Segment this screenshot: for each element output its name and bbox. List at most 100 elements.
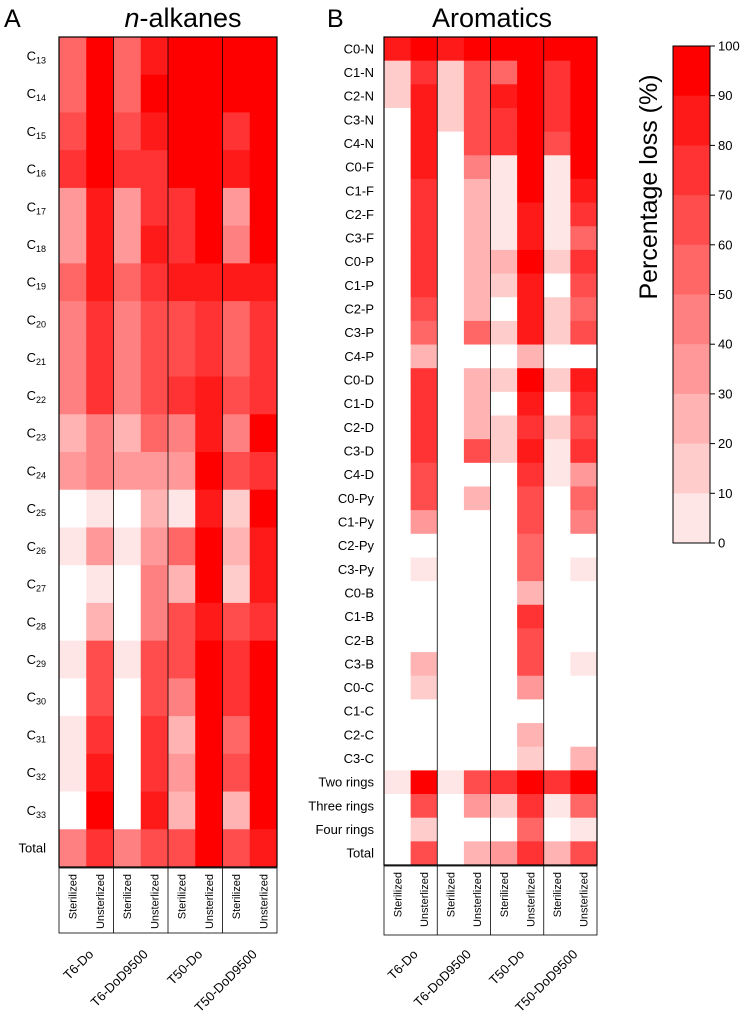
heatmap-cell [437, 273, 465, 298]
heatmap-cell [195, 414, 223, 453]
heatmap-cell [490, 60, 518, 85]
heatmap-cell [463, 155, 492, 180]
heatmap-cell [517, 557, 545, 582]
heatmap-cell [570, 297, 598, 322]
heatmap-cell [543, 37, 571, 62]
heatmap-cell [490, 391, 518, 417]
heatmap-cell [140, 74, 169, 113]
heatmap-cell [249, 74, 278, 113]
row-label-base: C [27, 48, 36, 63]
heatmap-cell [437, 652, 465, 677]
heatmap-cell [195, 452, 223, 491]
heatmap-cell [140, 37, 169, 76]
heatmap-cell [168, 452, 196, 491]
row-label-subscript: 32 [36, 772, 46, 782]
heatmap-cell [384, 131, 412, 156]
heatmap-cell [140, 640, 169, 679]
heatmap-cell [410, 415, 438, 440]
heatmap-cell [168, 791, 196, 830]
heatmap-cell [543, 249, 571, 275]
row-label-base: C [27, 690, 36, 705]
heatmap-cell [195, 640, 223, 679]
group-label: T6-Do [385, 947, 421, 983]
heatmap-cell [222, 640, 251, 679]
heatmap-cell [249, 678, 278, 717]
heatmap-cell [570, 84, 598, 109]
panel-a: A n-alkanes C13C14C15C16C17C18C19C20C21C… [4, 3, 278, 1015]
heatmap-cell [517, 794, 545, 819]
row-label: C20 [27, 312, 46, 329]
heatmap-cell [222, 376, 251, 415]
heatmap-cell [410, 178, 438, 204]
row-label: C1-C [344, 704, 374, 719]
heatmap-cell [59, 753, 87, 793]
heatmap-cell [463, 794, 492, 819]
heatmap-cell [543, 581, 571, 606]
heatmap-cell [570, 746, 598, 771]
heatmap-cell [490, 581, 518, 606]
heatmap-cell [222, 301, 251, 340]
heatmap-cell [59, 829, 87, 868]
heatmap-cell [490, 84, 518, 109]
heatmap-cell [410, 652, 438, 677]
heatmap-cell [113, 150, 142, 189]
heatmap-cell [463, 60, 492, 85]
heatmap-cell [437, 60, 465, 85]
heatmap-cell [140, 187, 169, 227]
heatmap-cell [437, 155, 465, 180]
legend-swatch [673, 46, 710, 97]
panel-a-letter: A [4, 5, 21, 33]
row-label-base: C [27, 124, 36, 139]
heatmap-cell [59, 678, 87, 717]
row-label-base: C1-P [344, 278, 374, 293]
row-label: C28 [27, 614, 46, 631]
heatmap-cell [222, 829, 251, 868]
row-label: Total [347, 846, 375, 861]
heatmap-cell [490, 178, 518, 204]
heatmap-cell [222, 338, 251, 378]
heatmap-cell [168, 376, 196, 415]
heatmap-cell [410, 770, 438, 795]
heatmap-cell [59, 225, 87, 264]
panel-b-title: Aromatics [432, 3, 552, 33]
panel-b-letter: B [327, 5, 344, 33]
heatmap-cell [570, 415, 598, 440]
row-label-base: C0-F [345, 160, 374, 175]
legend-tick-label: 10 [718, 486, 732, 501]
heatmap-cell [59, 74, 87, 113]
row-label-base: C [27, 86, 36, 101]
heatmap-cell [140, 376, 169, 415]
heatmap-cell [410, 320, 438, 346]
heatmap-cell [384, 344, 412, 369]
heatmap-cell [463, 604, 492, 629]
heatmap-cell [543, 770, 571, 795]
column-label: Unsterlized [419, 872, 431, 927]
row-label-base: C3-F [345, 231, 374, 246]
heatmap-cell [113, 565, 142, 604]
heatmap-cell [59, 37, 87, 76]
row-label: C29 [27, 652, 46, 669]
row-label-base: C [27, 312, 36, 327]
heatmap-cell [490, 297, 518, 322]
heatmap-cell [570, 368, 598, 393]
heatmap-cell [86, 527, 114, 566]
heatmap-cell [570, 841, 598, 866]
heatmap-cell [570, 557, 598, 582]
row-label: C24 [27, 463, 46, 480]
row-label-base: C1-N [344, 65, 374, 80]
heatmap-cell [543, 628, 571, 653]
heatmap-cell [86, 716, 114, 755]
heatmap-cell [59, 791, 87, 830]
row-label-subscript: 16 [36, 169, 46, 179]
row-label-subscript: 26 [36, 546, 46, 556]
heatmap-cell [140, 263, 169, 302]
heatmap-cell [410, 155, 438, 180]
heatmap-cell [59, 489, 87, 528]
heatmap-cell [570, 604, 598, 629]
heatmap-cell [570, 320, 598, 346]
row-label-subscript: 25 [36, 508, 46, 518]
heatmap-cell [168, 489, 196, 528]
row-label-subscript: 31 [36, 734, 46, 744]
